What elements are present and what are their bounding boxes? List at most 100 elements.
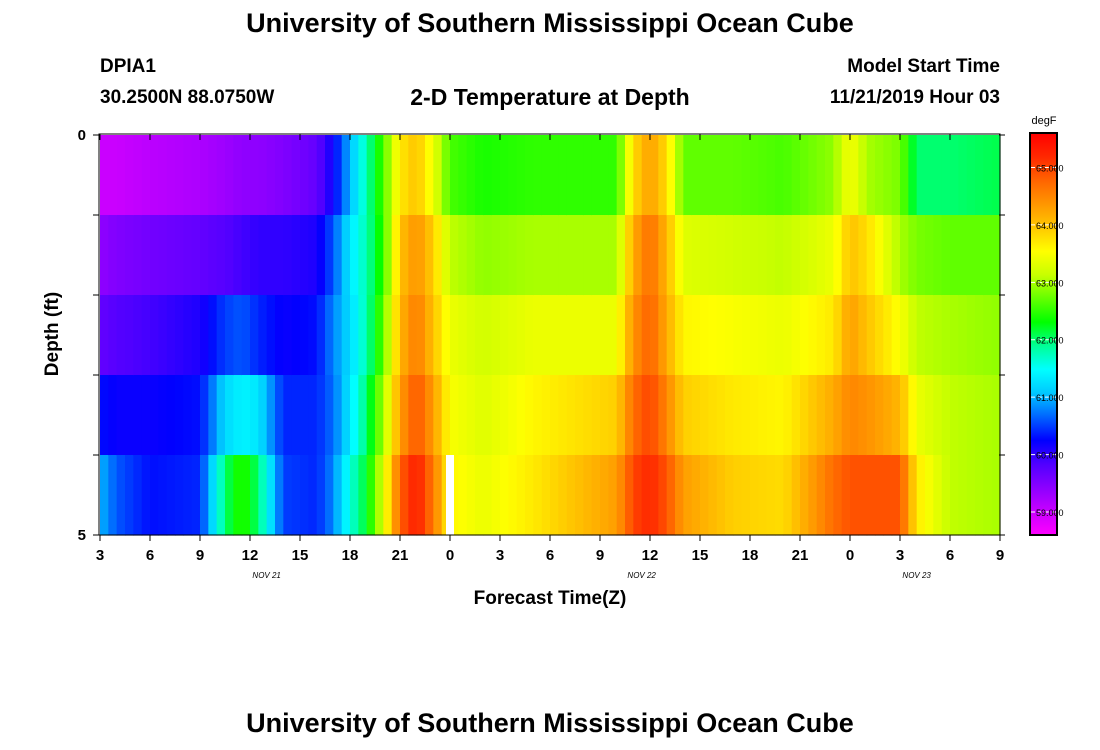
heatmap-cell — [958, 375, 968, 456]
heatmap-cell — [400, 375, 409, 456]
heatmap-cell — [425, 215, 434, 296]
heatmap-cell — [400, 455, 409, 536]
heatmap-cell — [250, 375, 259, 456]
heatmap-cell — [625, 455, 634, 536]
heatmap-cell — [366, 215, 376, 296]
heatmap-cell — [216, 135, 226, 216]
heatmap-cell — [758, 135, 768, 216]
heatmap-cell — [508, 215, 518, 296]
heatmap-cell — [591, 135, 601, 216]
heatmap-cell — [575, 135, 584, 216]
heatmap-cell — [191, 455, 201, 536]
colorbar-ramp — [1029, 132, 1058, 536]
heatmap-cell — [750, 135, 759, 216]
heatmap-cell — [100, 135, 109, 216]
footer-title: University of Southern Mississippi Ocean… — [246, 708, 854, 738]
heatmap-cell — [483, 295, 493, 376]
heatmap-cell — [133, 215, 143, 296]
heatmap-cell — [475, 135, 484, 216]
heatmap-cell — [575, 375, 584, 456]
heatmap-cell — [733, 455, 743, 536]
heatmap-cell — [683, 455, 693, 536]
heatmap-cell — [933, 455, 943, 536]
heatmap-cell — [466, 135, 476, 216]
heatmap-cell — [358, 135, 368, 216]
heatmap-cell — [983, 455, 993, 536]
heatmap-cell — [866, 215, 876, 296]
heatmap-cell — [258, 455, 268, 536]
heatmap-cell — [266, 215, 276, 296]
heatmap-cell — [250, 295, 259, 376]
x-tick-label: 15 — [292, 547, 309, 564]
heatmap-cell — [558, 135, 568, 216]
heatmap-cell — [458, 135, 468, 216]
heatmap-cell — [783, 455, 793, 536]
heatmap-cell — [766, 215, 776, 296]
colorbar-tick-label: 63.000 — [1036, 278, 1064, 288]
heatmap-cell — [941, 455, 951, 536]
heatmap-cell — [900, 295, 909, 376]
x-tick-label: 3 — [96, 547, 104, 564]
heatmap-cell — [183, 295, 193, 376]
heatmap-cell — [575, 455, 584, 536]
heatmap-cell — [400, 295, 409, 376]
colorbar-tick-label: 65.000 — [1036, 163, 1064, 173]
heatmap-cell — [425, 135, 434, 216]
heatmap-cell — [608, 375, 618, 456]
heatmap-cell — [783, 375, 793, 456]
heatmap-cell — [250, 455, 259, 536]
heatmap-cell — [600, 295, 609, 376]
heatmap-cell — [116, 375, 126, 456]
heatmap-cell — [966, 215, 976, 296]
heatmap-cell — [541, 135, 551, 216]
heatmap-cell — [241, 375, 251, 456]
heatmap-cell — [216, 455, 226, 536]
heatmap-cell — [533, 295, 543, 376]
heatmap-cell — [441, 375, 451, 456]
heatmap-cell — [966, 295, 976, 376]
heatmap-cell — [283, 215, 293, 296]
heatmap-cell — [291, 215, 301, 296]
heatmap-cell — [716, 375, 726, 456]
colorbar-tick-label: 64.000 — [1036, 221, 1064, 231]
heatmap-cell — [166, 135, 176, 216]
heatmap-cell — [891, 375, 901, 456]
heatmap-cell — [641, 295, 651, 376]
heatmap-cell — [825, 455, 834, 536]
heatmap-cell — [508, 375, 518, 456]
heatmap-cell — [658, 135, 668, 216]
heatmap-cell — [133, 295, 143, 376]
x-tick-label: 12 — [642, 547, 659, 564]
heatmap-cell — [825, 375, 834, 456]
heatmap-cell — [875, 135, 884, 216]
heatmap-cell — [691, 295, 701, 376]
heatmap-cell — [675, 215, 684, 296]
heatmap-cell — [375, 135, 384, 216]
heatmap-cell — [333, 455, 343, 536]
heatmap-cell — [658, 375, 668, 456]
heatmap-cell — [850, 215, 859, 296]
heatmap-cell — [741, 215, 751, 296]
heatmap-cell — [266, 295, 276, 376]
heatmap-cell — [683, 375, 693, 456]
heatmap-cell — [825, 295, 834, 376]
heatmap-cell — [433, 135, 443, 216]
heatmap-cell — [625, 215, 634, 296]
heatmap-cell — [116, 295, 126, 376]
heatmap-cell — [625, 375, 634, 456]
heatmap-cell — [941, 215, 951, 296]
heatmap-cell — [566, 455, 576, 536]
heatmap-cell — [283, 135, 293, 216]
heatmap-cell — [633, 215, 643, 296]
heatmap-cell — [875, 295, 884, 376]
heatmap-cell — [358, 455, 368, 536]
heatmap-cell — [491, 455, 501, 536]
heatmap-cell — [558, 455, 568, 536]
heatmap-cell — [491, 295, 501, 376]
heatmap-cell — [691, 375, 701, 456]
heatmap-cell — [716, 135, 726, 216]
heatmap-cell — [283, 455, 293, 536]
heatmap-cell — [666, 135, 676, 216]
heatmap-cell — [325, 375, 334, 456]
heatmap-cell — [925, 375, 934, 456]
